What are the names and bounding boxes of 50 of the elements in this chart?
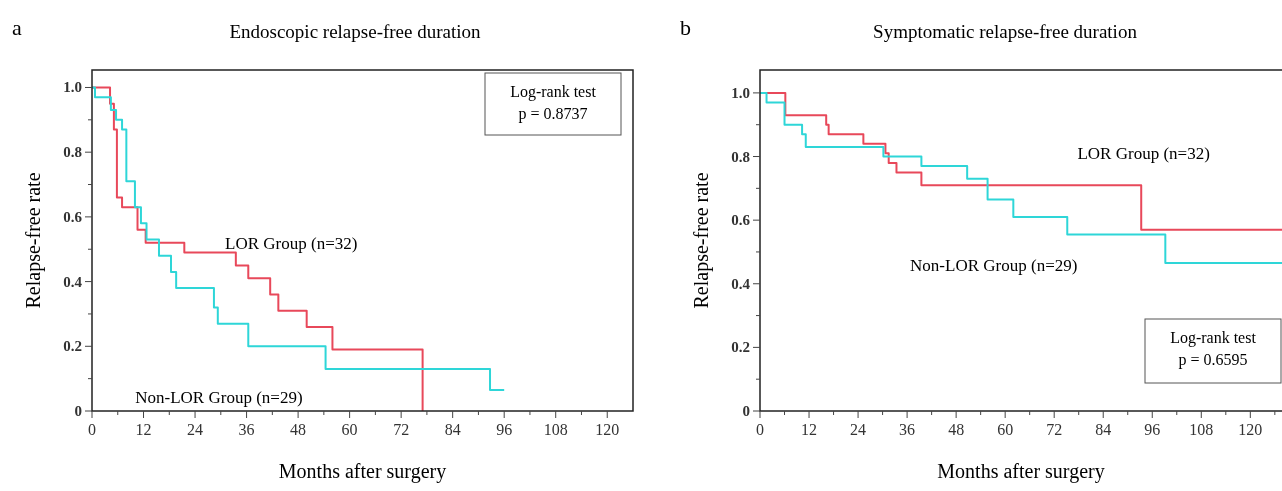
x-tick-label: 72 bbox=[393, 421, 410, 438]
y-axis-title: Relapse-free rate bbox=[22, 172, 45, 309]
annotation: Log-rank test bbox=[1170, 329, 1257, 347]
annotation: p = 0.6595 bbox=[1178, 351, 1248, 369]
x-tick-label: 12 bbox=[801, 421, 818, 438]
x-tick-label: 24 bbox=[187, 421, 204, 438]
series-label: LOR Group (n=32) bbox=[225, 233, 358, 253]
y-tick-label: 0 bbox=[742, 403, 750, 419]
x-tick-label: 36 bbox=[238, 421, 255, 438]
x-tick-label: 120 bbox=[1238, 421, 1263, 438]
y-tick-label: 0.6 bbox=[63, 208, 83, 225]
y-tick-label: 0 bbox=[74, 403, 82, 419]
chart-title: Symptomatic relapse-free duration bbox=[873, 21, 1138, 42]
x-tick-label: 24 bbox=[850, 421, 867, 438]
annotation: Log-rank test bbox=[510, 83, 597, 101]
x-tick-label: 60 bbox=[341, 421, 358, 438]
y-tick-label: 1.0 bbox=[63, 79, 82, 96]
x-axis-title: Months after surgery bbox=[278, 460, 447, 483]
y-tick-label: 0.4 bbox=[63, 273, 83, 290]
x-tick-label: 72 bbox=[1046, 421, 1063, 438]
y-axis-title: Relapse-free rate bbox=[690, 172, 713, 309]
text: a bbox=[12, 15, 22, 40]
x-tick-label: 108 bbox=[1189, 421, 1214, 438]
x-tick-label: 84 bbox=[444, 421, 461, 438]
x-tick-label: 0 bbox=[88, 421, 96, 438]
x-tick-label: 96 bbox=[1144, 421, 1161, 438]
chart-title: Endoscopic relapse-free duration bbox=[229, 21, 482, 42]
series-label: LOR Group (n=32) bbox=[1077, 143, 1210, 163]
x-tick-label: 84 bbox=[1095, 421, 1112, 438]
series-label: Non-LOR Group (n=29) bbox=[910, 255, 1078, 275]
text: b bbox=[680, 15, 691, 40]
x-tick-label: 48 bbox=[290, 421, 307, 438]
series-label: Non-LOR Group (n=29) bbox=[135, 388, 303, 408]
y-tick-label: 1.0 bbox=[731, 84, 750, 101]
x-tick-label: 12 bbox=[135, 421, 152, 438]
y-tick-label: 0.8 bbox=[63, 144, 82, 161]
x-axis-title: Months after surgery bbox=[937, 460, 1105, 483]
x-tick-label: 48 bbox=[948, 421, 965, 438]
x-tick-label: 120 bbox=[595, 421, 620, 438]
x-tick-label: 36 bbox=[899, 421, 916, 438]
y-tick-label: 0.8 bbox=[731, 148, 750, 165]
y-tick-label: 0.2 bbox=[63, 338, 82, 355]
x-tick-label: 60 bbox=[997, 421, 1014, 438]
annotation: p = 0.8737 bbox=[518, 105, 588, 123]
x-tick-label: 0 bbox=[756, 421, 764, 438]
y-tick-label: 0.6 bbox=[731, 212, 751, 229]
x-tick-label: 108 bbox=[543, 421, 568, 438]
x-tick-label: 96 bbox=[496, 421, 513, 438]
y-tick-label: 0.2 bbox=[731, 339, 750, 356]
y-tick-label: 0.4 bbox=[731, 275, 751, 292]
